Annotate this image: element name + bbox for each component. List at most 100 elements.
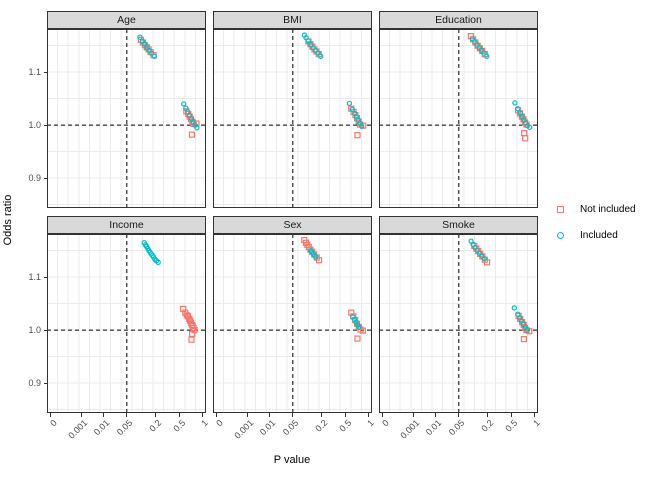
data-point (512, 100, 518, 106)
data-point (358, 123, 365, 129)
x-axis-tick (247, 413, 249, 417)
data-point (317, 53, 324, 59)
x-tick-label: 0.5 (171, 417, 188, 434)
facet-panel-education (379, 29, 538, 208)
data-point (148, 50, 155, 56)
y-axis-tick (43, 124, 47, 126)
y-axis-tick (43, 329, 47, 331)
x-axis-tick (533, 413, 535, 417)
data-point (520, 336, 528, 343)
data-point (522, 135, 529, 142)
x-tick-label: 0.5 (337, 417, 354, 434)
data-point (315, 50, 321, 56)
data-point (194, 125, 200, 131)
x-tick-label: 0.001 (232, 417, 256, 441)
facet-title: Sex (283, 219, 302, 231)
facet-strip-sex: Sex (213, 216, 372, 234)
x-tick-label: 0.001 (398, 417, 422, 441)
y-tick-label: 1.0 (28, 325, 41, 336)
x-axis-tick (50, 413, 52, 417)
legend-label: Included (580, 230, 618, 241)
data-point (188, 336, 195, 343)
x-tick-label: 0.01 (257, 417, 278, 438)
data-point (515, 106, 521, 112)
facet-panel-bmi (213, 29, 372, 208)
data-point (484, 53, 490, 59)
y-axis-tick (43, 177, 47, 179)
y-axis-tick (43, 71, 47, 73)
facet-strip-age: Age (47, 11, 206, 29)
x-tick-label: 0.2 (313, 417, 330, 434)
facet-panel-income (47, 234, 206, 413)
data-point (181, 101, 187, 107)
x-tick-label: 1 (199, 417, 210, 429)
x-axis-tick (367, 413, 369, 417)
data-point (313, 254, 319, 260)
y-tick-label: 1.0 (28, 120, 41, 131)
data-point (151, 53, 158, 59)
legend-label: Not included (580, 204, 636, 215)
facet-strip-income: Income (47, 216, 206, 234)
x-tick-label: 0 (214, 417, 225, 429)
data-point (155, 259, 161, 266)
facet-panel-sex (213, 234, 372, 413)
data-point (526, 124, 533, 130)
x-tick-label: 0.05 (447, 417, 467, 438)
x-axis-tick (126, 413, 128, 417)
x-tick-label: 0.5 (503, 417, 520, 434)
x-axis-tick (292, 413, 294, 417)
x-axis-tick (268, 413, 270, 417)
y-axis-tick (43, 276, 47, 278)
x-axis-tick (81, 413, 83, 417)
x-tick-label: 0.2 (479, 417, 496, 434)
data-point (186, 315, 193, 323)
data-point (305, 38, 311, 44)
x-tick-label: 0.05 (115, 417, 135, 438)
facet-strip-education: Education (379, 11, 538, 29)
x-axis-tick (179, 413, 181, 417)
data-point (346, 100, 353, 107)
facet-panel-age (47, 29, 206, 208)
x-axis-tick (458, 413, 460, 417)
facet-strip-bmi: BMI (213, 11, 372, 29)
data-point (354, 335, 361, 342)
facet-title: Education (435, 14, 482, 26)
facet-title: Smoke (442, 219, 475, 231)
x-axis-title: P value (273, 454, 311, 466)
facet-strip-smoke: Smoke (379, 216, 538, 234)
y-tick-label: 0.9 (28, 173, 41, 184)
x-axis-tick (434, 413, 436, 417)
data-point (315, 257, 323, 264)
x-axis-tick (382, 413, 384, 417)
x-axis-tick (216, 413, 218, 417)
y-tick-label: 0.9 (28, 378, 41, 389)
data-point (483, 259, 491, 266)
y-tick-label: 1.1 (28, 67, 41, 78)
data-point (511, 305, 518, 311)
y-tick-label: 1.1 (28, 272, 41, 283)
data-point (137, 34, 143, 40)
facet-title: BMI (283, 14, 302, 26)
x-axis-tick (201, 413, 203, 417)
x-tick-label: 0 (48, 417, 59, 429)
x-axis-tick (102, 413, 104, 417)
data-point (481, 50, 487, 56)
data-point (188, 131, 196, 138)
x-tick-label: 0 (380, 417, 391, 429)
data-point (354, 132, 361, 139)
facet-title: Age (117, 14, 136, 26)
data-point (359, 327, 366, 334)
data-point (189, 330, 196, 337)
x-axis-tick (486, 413, 488, 417)
x-tick-label: 0.001 (66, 417, 90, 441)
x-axis-tick (413, 413, 415, 417)
legend-item-not-included: Not included (552, 202, 636, 217)
x-axis-tick (320, 413, 322, 417)
facet-title: Income (109, 219, 144, 231)
x-axis-tick (154, 413, 156, 417)
data-point (356, 324, 362, 330)
data-point (526, 328, 533, 335)
data-point (481, 255, 487, 262)
data-point (349, 106, 355, 112)
